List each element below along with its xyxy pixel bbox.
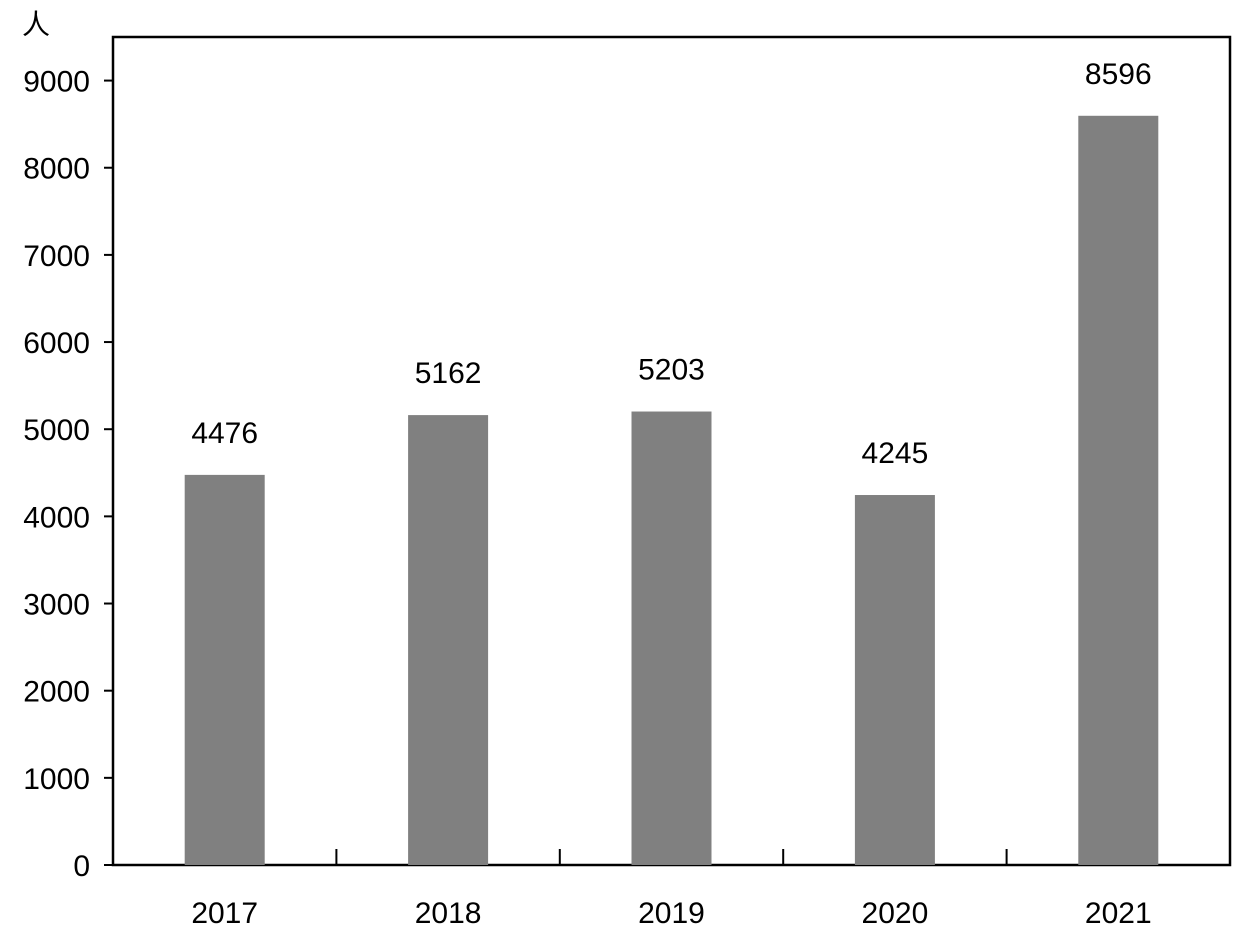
y-tick-label: 2000	[23, 676, 90, 709]
x-axis: 2017 2018 2019 2020 2021	[191, 849, 1152, 930]
bar-2017	[184, 474, 265, 865]
bars	[184, 115, 1159, 866]
bar-2021	[1078, 115, 1159, 866]
data-label: 8596	[1085, 58, 1152, 91]
data-label: 5203	[638, 354, 705, 387]
x-tick-label: 2021	[1085, 897, 1152, 930]
y-unit-label: 人	[22, 8, 50, 41]
x-tick-label: 2017	[191, 897, 258, 930]
y-tick-label: 9000	[23, 66, 90, 99]
y-tick-label: 1000	[23, 763, 90, 796]
y-tick-label: 5000	[23, 414, 90, 447]
x-tick-label: 2020	[862, 897, 929, 930]
y-axis: 0 1000 2000 3000 4000 5000 6000 7000 8000 9000	[23, 66, 113, 883]
data-label: 5162	[415, 357, 482, 390]
y-tick-label: 6000	[23, 327, 90, 360]
y-tick-label: 0	[73, 850, 90, 883]
y-tick-label: 3000	[23, 589, 90, 622]
x-tick-label: 2018	[415, 897, 482, 930]
x-tick-label: 2019	[638, 897, 705, 930]
data-label: 4245	[862, 437, 929, 470]
bar-2019	[631, 411, 712, 865]
y-tick-label: 7000	[23, 240, 90, 273]
y-tick-label: 8000	[23, 153, 90, 186]
data-labels: 4476 5162 5203 4245 8596	[191, 58, 1151, 470]
y-tick-label: 4000	[23, 501, 90, 534]
data-label: 4476	[191, 417, 258, 450]
bar-2020	[854, 495, 935, 865]
bar-2018	[408, 415, 489, 865]
